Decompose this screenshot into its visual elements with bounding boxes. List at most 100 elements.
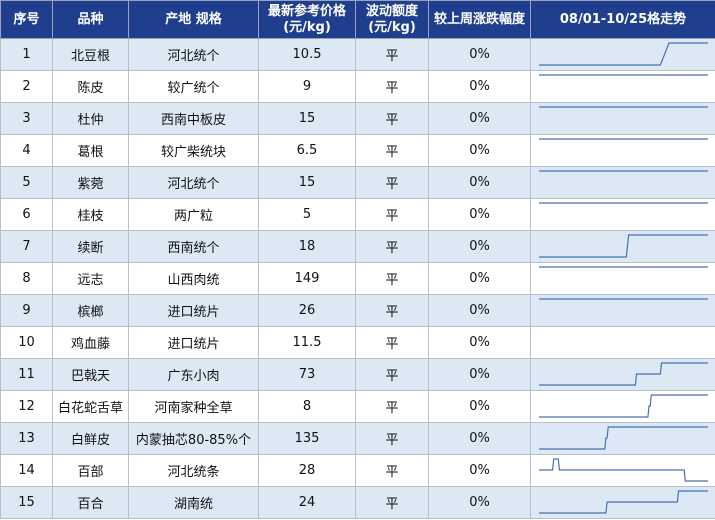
cell-price[interactable]: 24 <box>258 486 356 519</box>
cell-name[interactable]: 陈皮 <box>52 70 129 103</box>
table-row[interactable]: 7 续断 西南统个 18 平 0% <box>0 230 715 263</box>
cell-no[interactable]: 7 <box>0 230 53 263</box>
trend-sparkline[interactable] <box>530 454 715 487</box>
cell-no[interactable]: 4 <box>0 134 53 167</box>
cell-pct[interactable]: 0% <box>428 390 531 423</box>
cell-no[interactable]: 9 <box>0 294 53 327</box>
trend-sparkline[interactable] <box>530 198 715 231</box>
cell-pct[interactable]: 0% <box>428 198 531 231</box>
header-change[interactable]: 波动额度 (元/kg) <box>355 0 429 39</box>
table-row[interactable]: 2 陈皮 较广统个 9 平 0% <box>0 70 715 103</box>
cell-price[interactable]: 9 <box>258 70 356 103</box>
cell-change[interactable]: 平 <box>355 294 429 327</box>
cell-pct[interactable]: 0% <box>428 422 531 455</box>
cell-change[interactable]: 平 <box>355 358 429 391</box>
cell-no[interactable]: 12 <box>0 390 53 423</box>
cell-name[interactable]: 北豆根 <box>52 38 129 71</box>
cell-no[interactable]: 6 <box>0 198 53 231</box>
trend-sparkline[interactable] <box>530 390 715 423</box>
cell-change[interactable]: 平 <box>355 454 429 487</box>
cell-price[interactable]: 8 <box>258 390 356 423</box>
cell-price[interactable]: 10.5 <box>258 38 356 71</box>
cell-spec[interactable]: 湖南统 <box>128 486 259 519</box>
trend-sparkline[interactable] <box>530 486 715 519</box>
cell-pct[interactable]: 0% <box>428 294 531 327</box>
cell-change[interactable]: 平 <box>355 38 429 71</box>
table-row[interactable]: 3 杜仲 西南中板皮 15 平 0% <box>0 102 715 135</box>
cell-no[interactable]: 13 <box>0 422 53 455</box>
cell-pct[interactable]: 0% <box>428 454 531 487</box>
trend-sparkline[interactable] <box>530 422 715 455</box>
cell-price[interactable]: 135 <box>258 422 356 455</box>
cell-no[interactable]: 11 <box>0 358 53 391</box>
cell-pct[interactable]: 0% <box>428 70 531 103</box>
cell-spec[interactable]: 河南家种全草 <box>128 390 259 423</box>
cell-change[interactable]: 平 <box>355 166 429 199</box>
cell-spec[interactable]: 广东小肉 <box>128 358 259 391</box>
cell-no[interactable]: 1 <box>0 38 53 71</box>
header-no[interactable]: 序号 <box>0 0 53 39</box>
header-spec[interactable]: 产地 规格 <box>128 0 259 39</box>
cell-name[interactable]: 巴戟天 <box>52 358 129 391</box>
cell-name[interactable]: 杜仲 <box>52 102 129 135</box>
cell-change[interactable]: 平 <box>355 422 429 455</box>
cell-price[interactable]: 15 <box>258 166 356 199</box>
cell-name[interactable]: 葛根 <box>52 134 129 167</box>
cell-price[interactable]: 26 <box>258 294 356 327</box>
cell-change[interactable]: 平 <box>355 390 429 423</box>
cell-no[interactable]: 15 <box>0 486 53 519</box>
cell-pct[interactable]: 0% <box>428 262 531 295</box>
table-row[interactable]: 10 鸡血藤 进口统片 11.5 平 0% <box>0 326 715 359</box>
cell-pct[interactable]: 0% <box>428 358 531 391</box>
cell-price[interactable]: 5 <box>258 198 356 231</box>
cell-spec[interactable]: 较广柴统块 <box>128 134 259 167</box>
cell-name[interactable]: 白鲜皮 <box>52 422 129 455</box>
table-row[interactable]: 12 白花蛇舌草 河南家种全草 8 平 0% <box>0 390 715 423</box>
cell-change[interactable]: 平 <box>355 486 429 519</box>
cell-change[interactable]: 平 <box>355 326 429 359</box>
cell-name[interactable]: 桂枝 <box>52 198 129 231</box>
cell-spec[interactable]: 进口统片 <box>128 294 259 327</box>
cell-price[interactable]: 73 <box>258 358 356 391</box>
trend-sparkline[interactable] <box>530 230 715 263</box>
cell-price[interactable]: 6.5 <box>258 134 356 167</box>
table-row[interactable]: 9 槟榔 进口统片 26 平 0% <box>0 294 715 327</box>
trend-sparkline[interactable] <box>530 70 715 103</box>
table-row[interactable]: 6 桂枝 两广粒 5 平 0% <box>0 198 715 231</box>
cell-price[interactable]: 15 <box>258 102 356 135</box>
cell-pct[interactable]: 0% <box>428 486 531 519</box>
cell-spec[interactable]: 两广粒 <box>128 198 259 231</box>
table-row[interactable]: 14 百部 河北统条 28 平 0% <box>0 454 715 487</box>
cell-name[interactable]: 百合 <box>52 486 129 519</box>
table-row[interactable]: 4 葛根 较广柴统块 6.5 平 0% <box>0 134 715 167</box>
cell-name[interactable]: 紫菀 <box>52 166 129 199</box>
cell-spec[interactable]: 进口统片 <box>128 326 259 359</box>
trend-sparkline[interactable] <box>530 326 715 359</box>
header-name[interactable]: 品种 <box>52 0 129 39</box>
cell-name[interactable]: 百部 <box>52 454 129 487</box>
cell-pct[interactable]: 0% <box>428 38 531 71</box>
cell-no[interactable]: 8 <box>0 262 53 295</box>
cell-name[interactable]: 槟榔 <box>52 294 129 327</box>
cell-price[interactable]: 149 <box>258 262 356 295</box>
cell-pct[interactable]: 0% <box>428 326 531 359</box>
cell-no[interactable]: 2 <box>0 70 53 103</box>
table-row[interactable]: 8 远志 山西肉统 149 平 0% <box>0 262 715 295</box>
cell-name[interactable]: 鸡血藤 <box>52 326 129 359</box>
trend-sparkline[interactable] <box>530 294 715 327</box>
trend-sparkline[interactable] <box>530 358 715 391</box>
cell-spec[interactable]: 山西肉统 <box>128 262 259 295</box>
cell-price[interactable]: 18 <box>258 230 356 263</box>
cell-spec[interactable]: 内蒙抽芯80-85%个 <box>128 422 259 455</box>
table-row[interactable]: 13 白鲜皮 内蒙抽芯80-85%个 135 平 0% <box>0 422 715 455</box>
cell-pct[interactable]: 0% <box>428 166 531 199</box>
cell-spec[interactable]: 较广统个 <box>128 70 259 103</box>
trend-sparkline[interactable] <box>530 134 715 167</box>
table-row[interactable]: 15 百合 湖南统 24 平 0% <box>0 486 715 519</box>
trend-sparkline[interactable] <box>530 38 715 71</box>
cell-pct[interactable]: 0% <box>428 134 531 167</box>
cell-name[interactable]: 白花蛇舌草 <box>52 390 129 423</box>
cell-spec[interactable]: 河北统个 <box>128 166 259 199</box>
cell-pct[interactable]: 0% <box>428 230 531 263</box>
cell-spec[interactable]: 河北统个 <box>128 38 259 71</box>
